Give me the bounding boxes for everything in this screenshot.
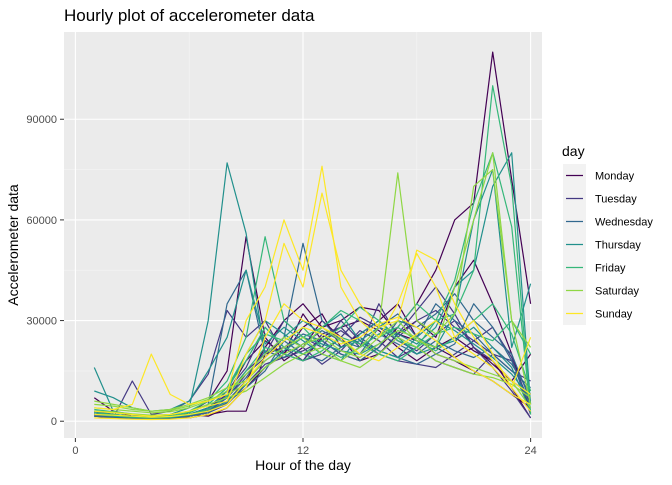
x-axis-label: Hour of the day xyxy=(255,457,351,473)
y-tick-label: 30000 xyxy=(26,316,57,328)
chart-title: Hourly plot of accelerometer data xyxy=(64,6,315,25)
legend: day Monday Tuesday Wednesday Thursday Friday… xyxy=(562,143,653,325)
y-tick-label: 0 xyxy=(51,416,57,428)
y-tick-label: 90000 xyxy=(26,114,57,126)
series-line-sunday-3 xyxy=(94,303,532,421)
y-axis-label: Accelerometer data xyxy=(5,184,21,306)
series-line-saturday-1 xyxy=(94,169,532,412)
x-tick-label: 24 xyxy=(524,445,536,457)
legend-label-wednesday: Wednesday xyxy=(595,217,653,229)
y-axis-ticks: 0 30000 60000 90000 xyxy=(26,114,64,428)
series-line-saturday-2 xyxy=(94,152,532,414)
legend-label-tuesday: Tuesday xyxy=(595,194,637,206)
legend-label-saturday: Saturday xyxy=(595,286,640,298)
series-line-saturday-3 xyxy=(94,330,532,412)
legend-label-sunday: Sunday xyxy=(595,309,633,321)
series-line-sunday-4 xyxy=(94,316,531,418)
grid-lines xyxy=(64,32,542,438)
x-axis-ticks: 0 12 24 xyxy=(72,438,537,457)
x-tick-label: 12 xyxy=(297,445,309,457)
series-line-sunday-2 xyxy=(94,192,531,417)
legend-label-friday: Friday xyxy=(595,263,626,275)
x-tick-label: 0 xyxy=(72,445,78,457)
legend-label-monday: Monday xyxy=(595,171,635,183)
y-tick-label: 60000 xyxy=(26,215,57,227)
legend-title: day xyxy=(562,143,585,159)
series-line-friday-3 xyxy=(94,320,532,419)
series-line-sunday-1 xyxy=(94,165,532,411)
legend-label-thursday: Thursday xyxy=(595,240,641,252)
series-line-wednesday-3 xyxy=(94,303,532,420)
data-lines xyxy=(93,51,532,421)
